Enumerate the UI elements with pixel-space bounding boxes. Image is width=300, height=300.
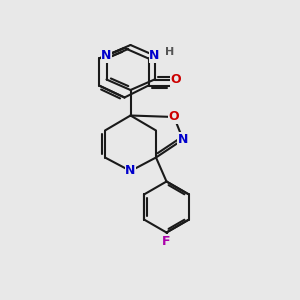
Text: N: N bbox=[125, 164, 136, 178]
Text: O: O bbox=[169, 110, 179, 124]
Text: O: O bbox=[170, 73, 181, 86]
Text: H: H bbox=[165, 47, 174, 57]
Text: F: F bbox=[162, 235, 171, 248]
Text: N: N bbox=[101, 49, 112, 62]
Text: N: N bbox=[149, 49, 160, 62]
Text: N: N bbox=[178, 133, 188, 146]
